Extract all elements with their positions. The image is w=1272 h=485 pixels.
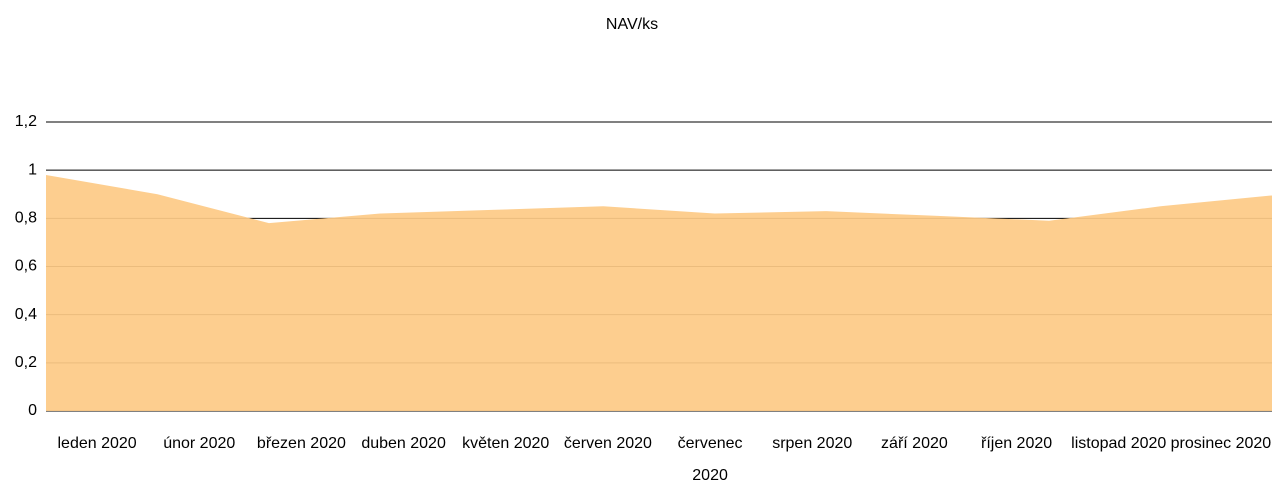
y-tick-label: 1,2 <box>15 113 37 130</box>
chart-title: NAV/ks <box>606 16 658 33</box>
y-tick-label: 0,2 <box>15 354 37 371</box>
x-tick-label: srpen 2020 <box>772 435 853 452</box>
x-tick-label: duben 2020 <box>361 435 446 452</box>
x-tick-label: září 2020 <box>881 435 948 452</box>
y-tick-label: 0,4 <box>15 306 37 323</box>
x-tick-label: listopad 2020 <box>1071 435 1167 452</box>
y-tick-label: 1 <box>28 161 37 178</box>
x-tick-label: prosinec 2020 <box>1170 435 1272 452</box>
x-tick-label: březen 2020 <box>256 435 346 452</box>
x-tick-label: únor 2020 <box>163 435 236 452</box>
y-tick-label: 0 <box>28 402 37 419</box>
y-tick-label: 0,8 <box>15 210 37 227</box>
x-tick-label: červen 2020 <box>563 435 652 452</box>
x-tick-label: květen 2020 <box>462 435 550 452</box>
x-tick-label: červenec 2020 <box>677 435 743 484</box>
y-tick-label: 0,6 <box>15 258 37 275</box>
area <box>46 174 1272 411</box>
x-tick-label: říjen 2020 <box>980 435 1053 452</box>
x-tick-label: leden 2020 <box>57 435 137 452</box>
